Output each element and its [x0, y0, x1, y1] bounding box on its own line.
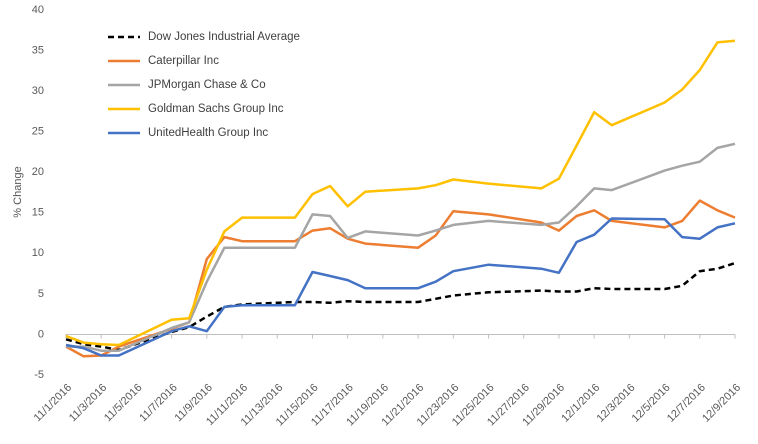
y-tick-label: 35 [32, 44, 44, 56]
series-line [65, 39, 736, 347]
legend-label: Goldman Sachs Group Inc [148, 103, 284, 115]
y-tick-label: 15 [32, 207, 44, 219]
y-tick-label: 5 [38, 288, 44, 300]
x-tick-label: 12/9/2016 [700, 382, 743, 425]
y-tick-label: -5 [34, 369, 44, 381]
y-tick-label: 40 [32, 4, 44, 16]
y-tick-label: 0 [38, 328, 44, 340]
series-line [65, 261, 736, 352]
legend-label: JPMorgan Chase & Co [148, 79, 266, 91]
y-tick-label: 25 [32, 126, 44, 138]
series-line [65, 217, 736, 357]
y-axis-label: % Change [12, 166, 24, 217]
legend-label: Caterpillar Inc [148, 55, 219, 67]
legend-label: Dow Jones Industrial Average [148, 31, 300, 43]
y-tick-label: 20 [32, 166, 44, 178]
y-tick-label: 30 [32, 85, 44, 97]
y-tick-label: 10 [32, 247, 44, 259]
legend-label: UnitedHealth Group Inc [148, 127, 268, 139]
series-line [66, 142, 736, 352]
